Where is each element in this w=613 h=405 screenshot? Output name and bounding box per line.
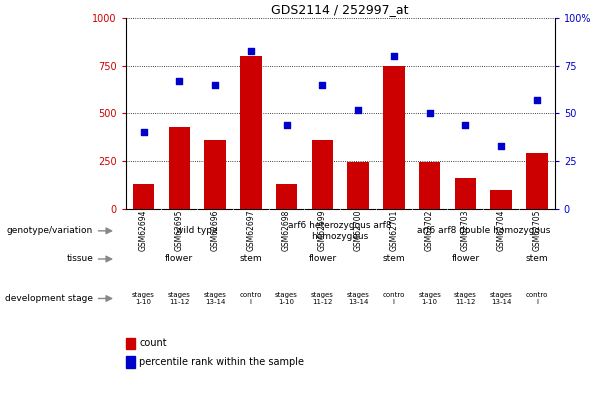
Point bbox=[425, 110, 435, 117]
Bar bbox=[419, 162, 440, 209]
Point bbox=[174, 78, 184, 84]
Text: stages
13-14: stages 13-14 bbox=[204, 292, 226, 305]
Bar bbox=[126, 356, 135, 368]
Title: GDS2114 / 252997_at: GDS2114 / 252997_at bbox=[272, 3, 409, 16]
Text: flower: flower bbox=[451, 254, 479, 264]
Text: stages
11-12: stages 11-12 bbox=[311, 292, 333, 305]
Point bbox=[496, 143, 506, 149]
Point bbox=[210, 82, 220, 88]
Text: stages
13-14: stages 13-14 bbox=[347, 292, 370, 305]
Text: stem: stem bbox=[383, 254, 405, 264]
Point bbox=[139, 129, 148, 136]
Text: stages
1-10: stages 1-10 bbox=[418, 292, 441, 305]
Point bbox=[389, 53, 398, 60]
Text: flower: flower bbox=[308, 254, 337, 264]
Bar bbox=[126, 338, 135, 349]
Text: development stage: development stage bbox=[6, 294, 93, 303]
Text: contro
l: contro l bbox=[526, 292, 548, 305]
Text: stages
11-12: stages 11-12 bbox=[168, 292, 191, 305]
Text: stem: stem bbox=[240, 254, 262, 264]
Text: stages
11-12: stages 11-12 bbox=[454, 292, 477, 305]
Point bbox=[460, 122, 470, 128]
Bar bbox=[169, 127, 190, 209]
Point bbox=[246, 47, 256, 54]
Text: stages
1-10: stages 1-10 bbox=[132, 292, 155, 305]
Text: contro
l: contro l bbox=[240, 292, 262, 305]
Bar bbox=[276, 184, 297, 209]
Text: wild type: wild type bbox=[177, 226, 218, 235]
Bar bbox=[311, 140, 333, 209]
Text: count: count bbox=[139, 339, 167, 348]
Bar bbox=[526, 153, 547, 209]
Point bbox=[282, 122, 292, 128]
Text: stages
13-14: stages 13-14 bbox=[490, 292, 512, 305]
Text: tissue: tissue bbox=[66, 254, 93, 264]
Point bbox=[532, 97, 542, 103]
Text: arf6 arf8 double homozygous: arf6 arf8 double homozygous bbox=[417, 226, 550, 235]
Bar bbox=[348, 162, 369, 209]
Bar bbox=[383, 66, 405, 209]
Bar bbox=[455, 178, 476, 209]
Point bbox=[353, 107, 363, 113]
Bar bbox=[204, 140, 226, 209]
Text: contro
l: contro l bbox=[383, 292, 405, 305]
Text: arf6 heterozygous arf8
homozygous: arf6 heterozygous arf8 homozygous bbox=[288, 221, 392, 241]
Text: genotype/variation: genotype/variation bbox=[7, 226, 93, 235]
Bar bbox=[240, 56, 262, 209]
Text: flower: flower bbox=[166, 254, 193, 264]
Bar bbox=[133, 184, 154, 209]
Text: stages
1-10: stages 1-10 bbox=[275, 292, 298, 305]
Point bbox=[318, 82, 327, 88]
Bar bbox=[490, 190, 512, 209]
Text: stem: stem bbox=[525, 254, 548, 264]
Text: percentile rank within the sample: percentile rank within the sample bbox=[139, 357, 304, 367]
